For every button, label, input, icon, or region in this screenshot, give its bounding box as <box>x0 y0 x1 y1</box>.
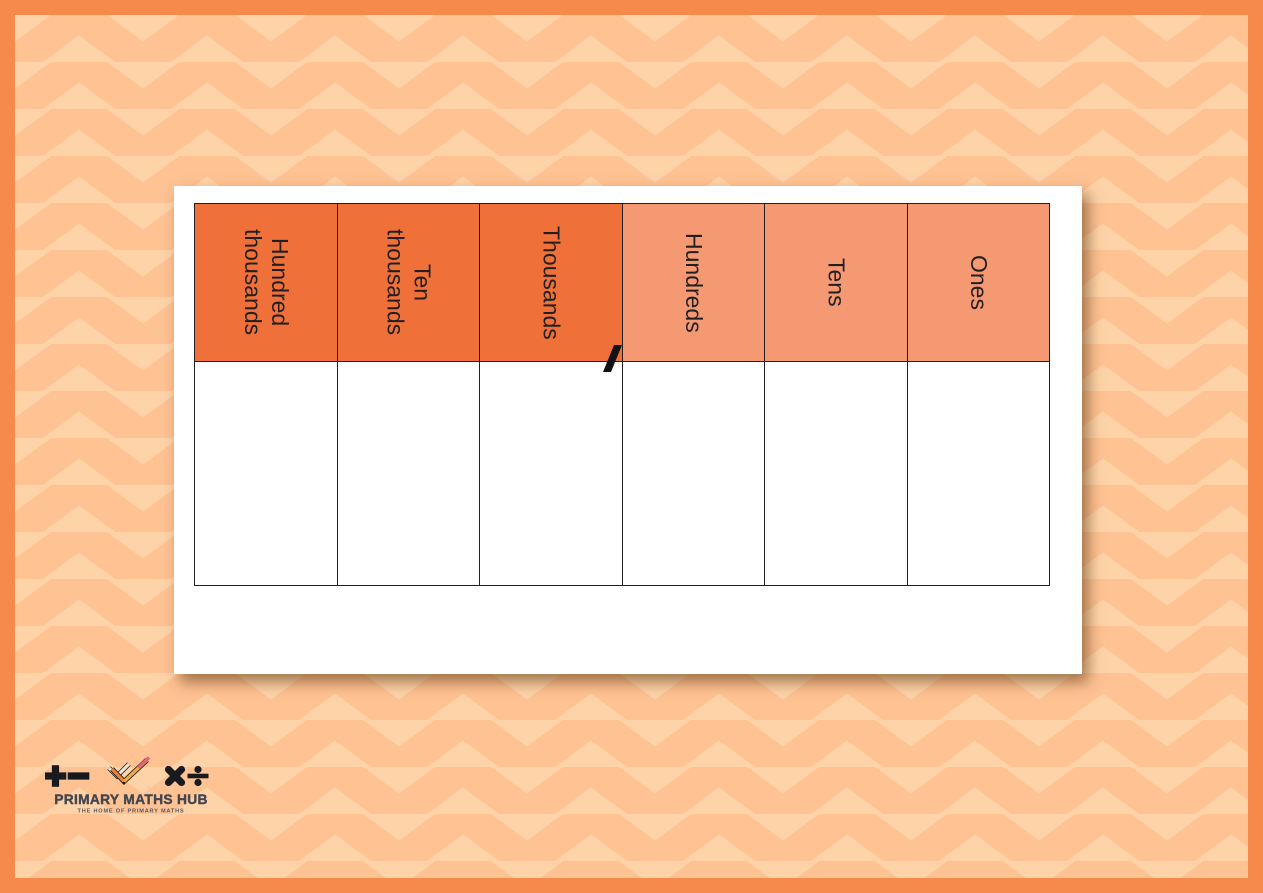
svg-text:THE HOME OF PRIMARY MATHS: THE HOME OF PRIMARY MATHS <box>78 809 185 815</box>
svg-text:PRIMARY MATHS HUB: PRIMARY MATHS HUB <box>54 792 208 807</box>
